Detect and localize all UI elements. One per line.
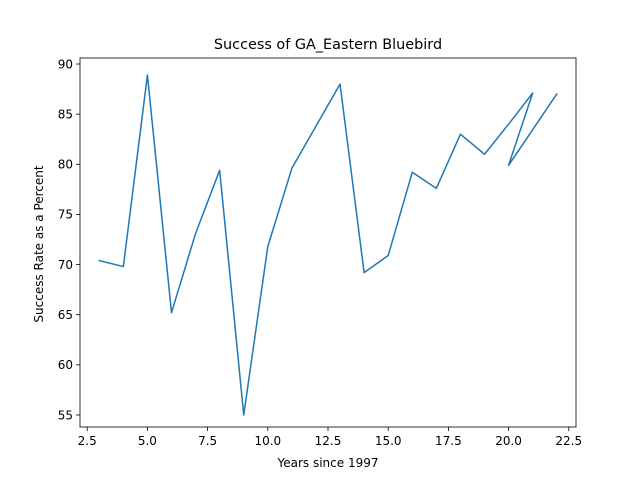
x-tick-label: 2.5 (78, 434, 97, 448)
y-tick-label: 75 (58, 208, 73, 222)
y-tick-label: 90 (58, 57, 73, 71)
x-tick-label: 15.0 (375, 434, 402, 448)
series-line-0 (98, 74, 558, 416)
x-axis: 2.5 5.0 7.5 10.0 12.5 15.0 17.5 20.0 22.5 (78, 427, 582, 448)
x-tick-label: 5.0 (138, 434, 157, 448)
x-tick-label: 10.0 (254, 434, 281, 448)
chart-title: Success of GA_Eastern Bluebird (214, 37, 442, 53)
x-axis-label: Years since 1997 (277, 456, 379, 470)
y-tick-label: 70 (58, 258, 73, 272)
y-tick-label: 80 (58, 158, 73, 172)
x-tick-label: 22.5 (555, 434, 582, 448)
y-tick-label: 85 (58, 107, 73, 121)
y-axis-label: Success Rate as a Percent (32, 165, 46, 322)
x-tick-label: 17.5 (435, 434, 462, 448)
y-tick-label: 55 (58, 408, 73, 422)
y-axis: 55 60 65 70 75 80 85 90 (58, 57, 80, 422)
y-tick-label: 65 (58, 308, 73, 322)
x-tick-label: 7.5 (198, 434, 217, 448)
y-tick-label: 60 (58, 358, 73, 372)
x-tick-label: 12.5 (315, 434, 342, 448)
x-tick-label: 20.0 (495, 434, 522, 448)
